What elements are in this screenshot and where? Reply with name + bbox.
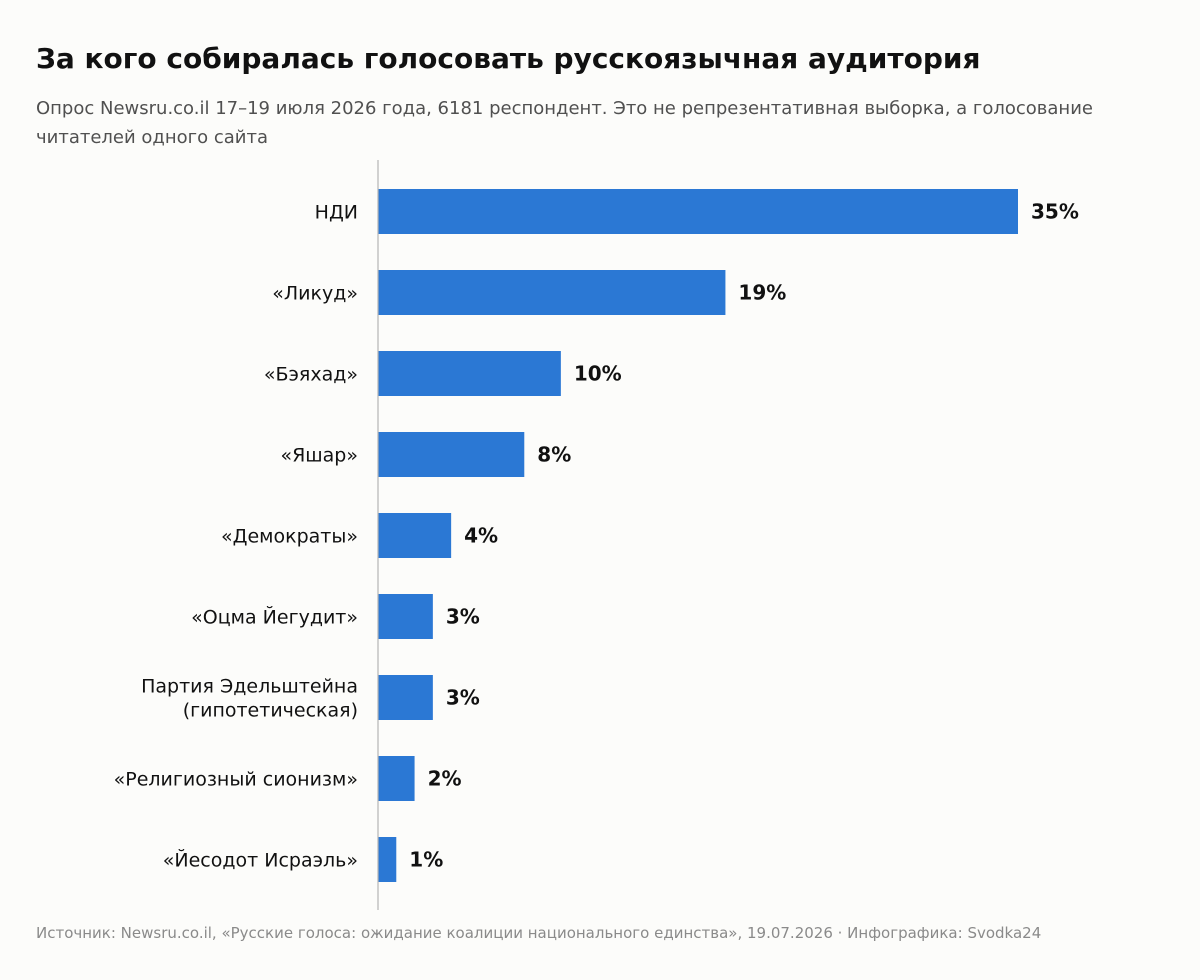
bar	[378, 270, 726, 315]
source-note: Источник: Newsru.co.il, «Русские голоса:…	[36, 924, 1042, 942]
bar-value-label: 10%	[574, 362, 622, 386]
bar-value-label: 35%	[1031, 200, 1079, 224]
category-label-line: «Ликуд»	[272, 283, 358, 305]
category-label: «Йесодот Исраэль»	[163, 849, 358, 872]
chart-title: За кого собиралась голосовать русскоязыч…	[36, 42, 981, 75]
bar	[378, 675, 433, 720]
category-label: НДИ	[315, 202, 358, 224]
bar	[378, 351, 561, 396]
bar	[378, 513, 452, 558]
category-label-line: Партия Эдельштейна	[141, 676, 358, 698]
category-label-line: «Оцма Йегудит»	[191, 606, 358, 629]
bar-value-label: 2%	[428, 767, 462, 791]
bar-value-label: 3%	[446, 605, 480, 629]
bar	[378, 837, 397, 882]
category-label: «Бэяхад»	[264, 364, 358, 386]
value-labels-group: 35% 19% 10% 8% 4% 3% 3% 2% 1%	[409, 200, 1079, 872]
bar	[378, 432, 525, 477]
bar-chart: НДИ «Ликуд» «Бэяхад» «Яшар» «Демократы» «Оцма…	[114, 160, 1079, 910]
category-label-line: «Яшар»	[280, 445, 358, 467]
bar-value-label: 1%	[409, 848, 443, 872]
bar-value-label: 8%	[537, 443, 571, 467]
category-label-line: НДИ	[315, 202, 358, 224]
chart-subtitle: Опрос Newsru.co.il 17–19 июля 2026 года,…	[36, 98, 1093, 148]
bar-value-label: 19%	[738, 281, 786, 305]
bar	[378, 594, 433, 639]
category-label: «Оцма Йегудит»	[191, 606, 358, 629]
category-label-line: «Йесодот Исраэль»	[163, 849, 358, 872]
bar-value-label: 3%	[446, 686, 480, 710]
category-label: «Яшар»	[280, 445, 358, 467]
category-label-line: «Религиозный сионизм»	[114, 769, 358, 791]
category-label: «Религиозный сионизм»	[114, 769, 358, 791]
category-label: «Ликуд»	[272, 283, 358, 305]
category-label-line: «Демократы»	[221, 526, 358, 548]
bar	[378, 756, 415, 801]
category-labels-group: НДИ «Ликуд» «Бэяхад» «Яшар» «Демократы» «Оцма…	[114, 202, 358, 872]
category-label: «Демократы»	[221, 526, 358, 548]
bar-value-label: 4%	[464, 524, 498, 548]
category-label-line: «Бэяхад»	[264, 364, 358, 386]
bar	[378, 189, 1018, 234]
category-label-line: (гипотетическая)	[183, 700, 358, 722]
bars-group	[378, 189, 1018, 882]
category-label: Партия Эдельштейна (гипотетическая)	[141, 676, 358, 722]
